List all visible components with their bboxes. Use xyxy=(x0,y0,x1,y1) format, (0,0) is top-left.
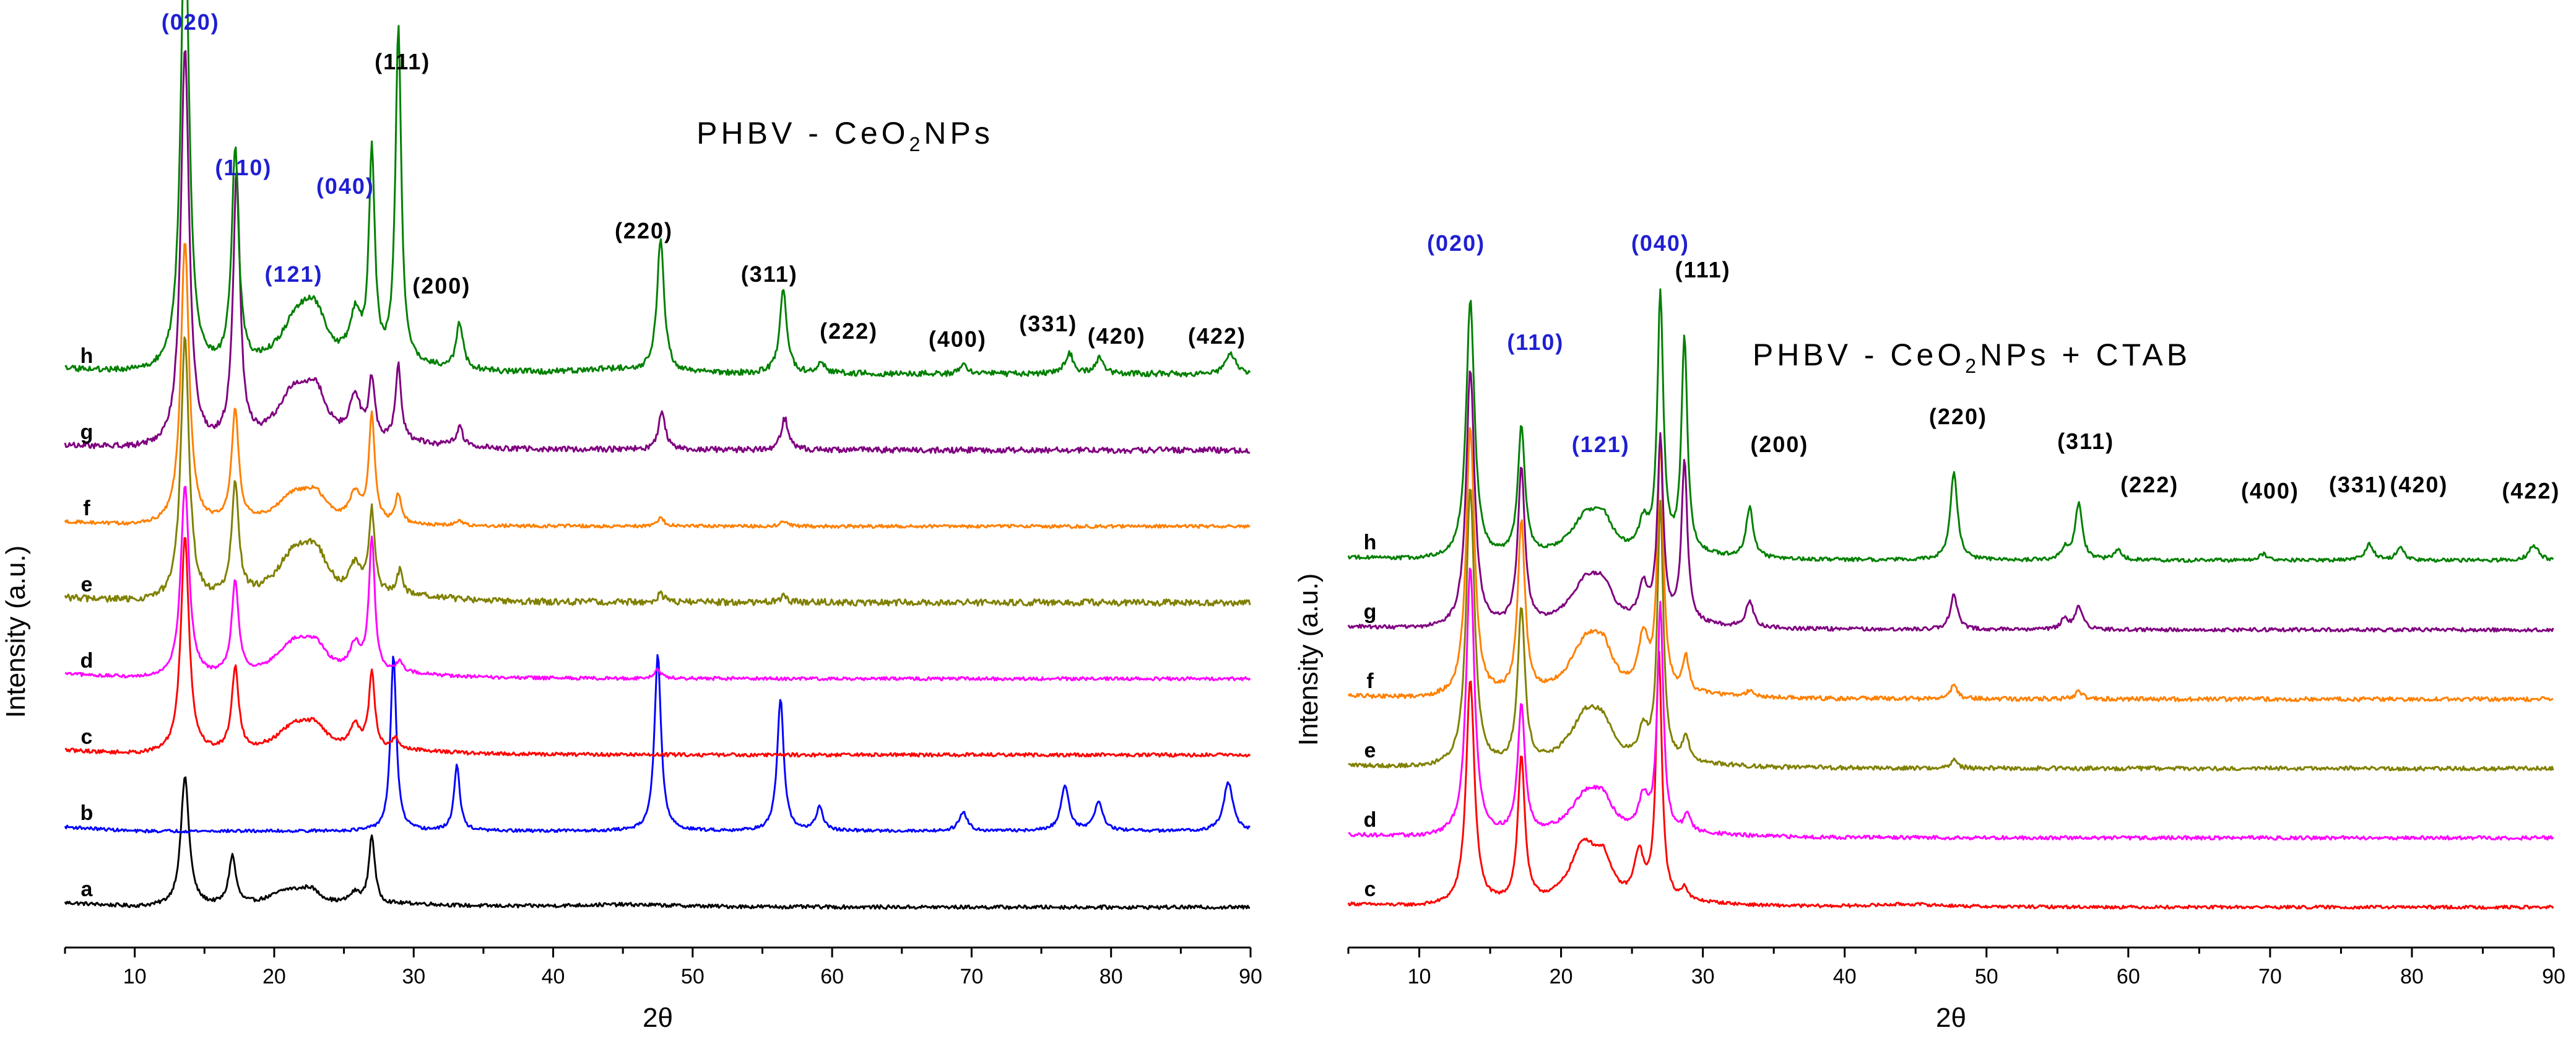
peak-annotation: (040) xyxy=(316,173,375,199)
left-y-axis-title: Intensity (a.u.) xyxy=(1,546,31,718)
right-chart-title: PHBV - CeO2NPs + CTAB xyxy=(1753,338,2191,377)
peak-annotation: (020) xyxy=(162,9,220,35)
peak-annotation: (400) xyxy=(2241,478,2299,503)
peak-annotation: (111) xyxy=(375,49,430,74)
peak-annotation: (200) xyxy=(1750,432,1808,457)
peak-annotation: (311) xyxy=(2057,429,2114,454)
trace-h xyxy=(64,0,1251,378)
trace-label-g: g xyxy=(80,421,93,444)
trace-d xyxy=(1348,567,2554,841)
trace-label-e: e xyxy=(1364,739,1376,762)
peak-annotation: (420) xyxy=(2390,472,2448,497)
peak-annotation: (220) xyxy=(1929,404,1987,429)
left-title-tail: NPs xyxy=(924,116,993,150)
x-tick-label: 80 xyxy=(2400,965,2424,988)
trace-g xyxy=(1347,370,2554,633)
right-x-ticks: 10 20 30 40 50 60 70 80 90 xyxy=(1347,948,2565,988)
trace-c xyxy=(1347,650,2554,910)
right-y-axis-title: Intensity (a.u.) xyxy=(1293,573,1324,746)
x-tick-label: 70 xyxy=(960,965,983,988)
x-tick-label: 80 xyxy=(1099,965,1123,988)
peak-annotation: (422) xyxy=(2502,478,2560,503)
trace-f xyxy=(1347,427,2554,702)
right-peak-annotations: (020) (110) (121) (040)(111) (200) (220) (311)… xyxy=(1427,230,2560,503)
trace-e xyxy=(1348,489,2554,772)
trace-e xyxy=(64,336,1251,607)
x-tick-label: 40 xyxy=(542,965,565,988)
trace-d xyxy=(64,486,1251,682)
left-x-ticks: 10 20 30 40 50 60 70 80 90 xyxy=(64,948,1262,988)
left-panel: a b c d e f g h 10 20 30 40 50 60 70 80 90 2θ Intensity… xyxy=(1,0,1262,1033)
peak-annotation: (400) xyxy=(929,326,987,352)
peak-annotation: (110) xyxy=(215,155,272,180)
right-title-tail: NPs + CTAB xyxy=(1980,338,2191,372)
trace-label-b: b xyxy=(80,801,93,825)
peak-annotation: (200) xyxy=(412,273,471,299)
left-plot-area: a b c d e f g h xyxy=(64,0,1251,910)
left-x-axis-title: 2θ xyxy=(643,1003,673,1033)
trace-label-d: d xyxy=(80,649,93,673)
x-tick-label: 60 xyxy=(820,965,844,988)
peak-annotation: (040) xyxy=(1631,230,1689,256)
right-plot-area: c d e f g h xyxy=(1347,288,2554,910)
peak-annotation: (420) xyxy=(1088,323,1146,349)
x-tick-label: 70 xyxy=(2258,965,2282,988)
trace-label-h: h xyxy=(80,344,93,368)
left-title-subscript: 2 xyxy=(909,133,924,155)
peak-annotation: (121) xyxy=(1572,432,1630,457)
trace-label-f: f xyxy=(83,497,90,520)
peak-annotation: (110) xyxy=(1507,329,1564,355)
trace-label-d: d xyxy=(1364,808,1377,832)
peak-annotation: (422) xyxy=(1188,323,1246,349)
right-x-axis-title: 2θ xyxy=(1936,1003,1966,1033)
left-title-main: PHBV - CeO xyxy=(696,116,909,150)
x-tick-label: 10 xyxy=(123,965,147,988)
peak-annotation: (331) xyxy=(1019,311,1077,336)
x-tick-label: 40 xyxy=(1833,965,1857,988)
trace-label-f: f xyxy=(1366,669,1374,693)
right-title-subscript: 2 xyxy=(1965,355,1980,377)
trace-label-c: c xyxy=(1364,878,1376,901)
x-tick-label: 20 xyxy=(262,965,286,988)
trace-label-h: h xyxy=(1364,531,1377,554)
x-tick-label: 50 xyxy=(681,965,705,988)
x-tick-label: 10 xyxy=(1408,965,1431,988)
trace-a xyxy=(64,776,1251,910)
right-panel: c d e f g h 10 20 30 40 50 60 70 80 90 2θ Intensity (… xyxy=(1293,230,2565,1033)
trace-h xyxy=(1347,288,2554,563)
x-tick-label: 30 xyxy=(1691,965,1715,988)
x-tick-label: 60 xyxy=(2117,965,2140,988)
x-tick-label: 90 xyxy=(1239,965,1262,988)
trace-g xyxy=(64,50,1251,455)
trace-f xyxy=(64,243,1251,530)
left-peak-annotations: (020) (110) (040) (121) (111) (200) (220) (311)… xyxy=(162,9,1246,352)
trace-label-a: a xyxy=(81,878,93,901)
peak-annotation: (220) xyxy=(615,218,673,243)
peak-annotation: (222) xyxy=(820,318,878,344)
peak-annotation: (331) xyxy=(2329,472,2387,497)
trace-label-g: g xyxy=(1364,600,1377,624)
x-tick-label: 50 xyxy=(1975,965,1998,988)
trace-label-e: e xyxy=(81,573,93,596)
peak-annotation: (121) xyxy=(264,261,323,287)
trace-b xyxy=(64,654,1251,834)
x-tick-label: 20 xyxy=(1550,965,1573,988)
trace-c xyxy=(64,537,1251,758)
trace-label-c: c xyxy=(81,725,93,749)
right-title-main: PHBV - CeO xyxy=(1753,338,1965,372)
peak-annotation: (311) xyxy=(741,261,798,287)
x-tick-label: 90 xyxy=(2542,965,2565,988)
x-tick-label: 30 xyxy=(402,965,425,988)
peak-annotation: (020) xyxy=(1427,230,1485,256)
left-chart-title: PHBV - CeO2NPs xyxy=(696,116,994,155)
peak-annotation: (111) xyxy=(1675,257,1731,282)
peak-annotation: (222) xyxy=(2120,472,2179,497)
